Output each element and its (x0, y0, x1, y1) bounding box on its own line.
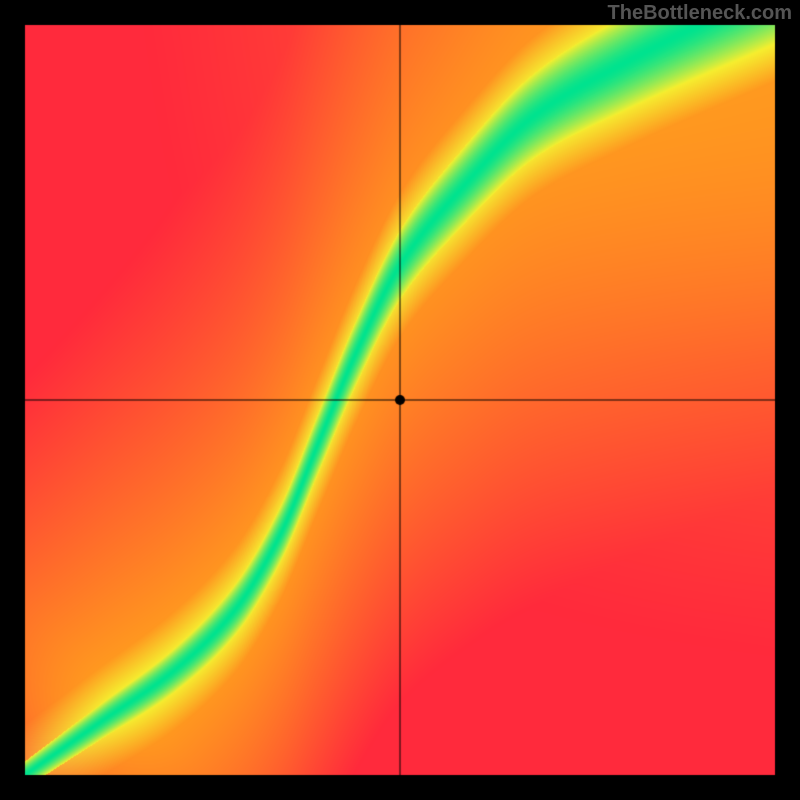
watermark-text: TheBottleneck.com (608, 2, 792, 25)
heatmap-canvas (0, 0, 800, 800)
chart-container: TheBottleneck.com (0, 0, 800, 800)
